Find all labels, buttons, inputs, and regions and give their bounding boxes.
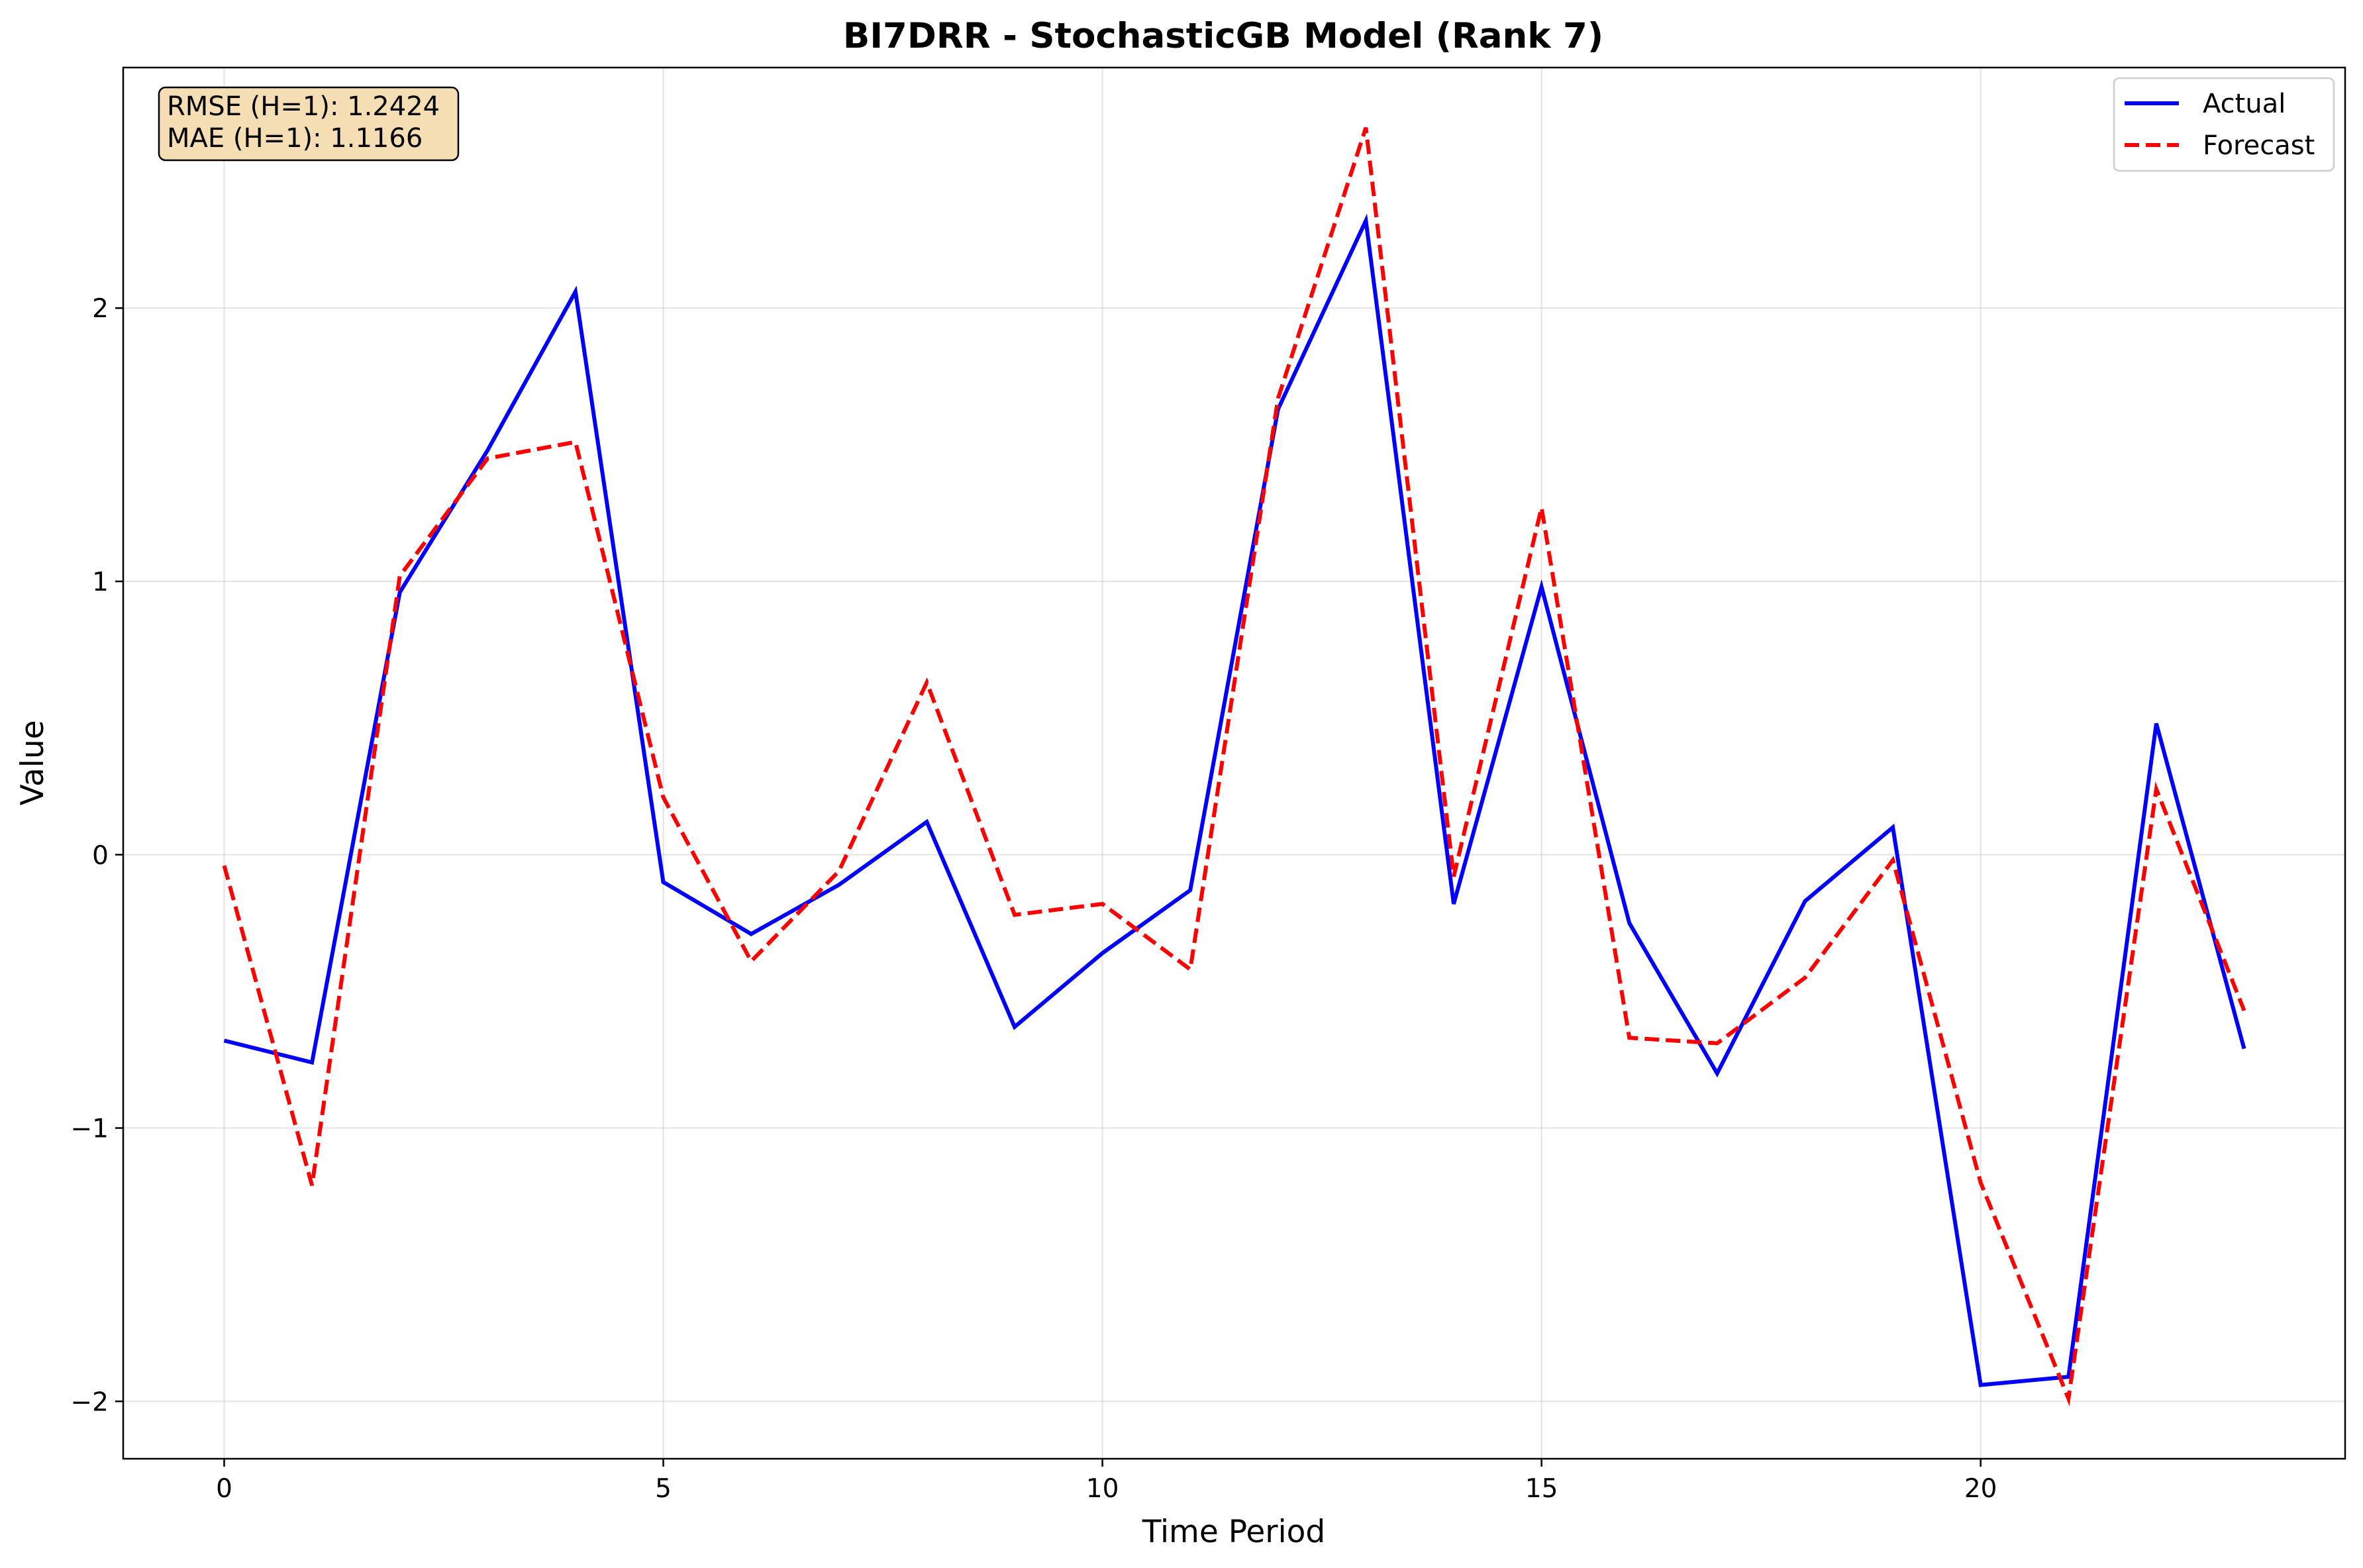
- x-axis-label: Time Period: [1142, 1514, 1326, 1550]
- plot-area-frame: [122, 66, 2346, 1460]
- legend-actual-label: Actual: [2203, 89, 2286, 119]
- x-tick-label: 10: [1086, 1474, 1119, 1504]
- y-tick-label: −2: [71, 1387, 109, 1417]
- series-forecast-line: [222, 126, 2246, 1406]
- y-tick-label: 1: [92, 567, 109, 597]
- rmse-text: RMSE (H=1): 1.2424: [167, 91, 440, 122]
- metrics-annotation: RMSE (H=1): 1.2424 MAE (H=1): 1.1166: [158, 86, 460, 162]
- legend-forecast-label: Forecast: [2203, 130, 2315, 161]
- grid: [123, 68, 2345, 1459]
- y-axis-label: Value: [15, 720, 51, 805]
- legend: Actual Forecast: [2113, 77, 2335, 172]
- chart-title: BI7DRR - StochasticGB Model (Rank 7): [843, 16, 1603, 56]
- axis-ticks: 0 5 10 15 20 −2 −1 0 1 2: [71, 294, 1997, 1504]
- y-tick-label: −1: [71, 1114, 109, 1144]
- y-tick-label: 2: [92, 294, 109, 324]
- x-tick-label: 15: [1525, 1474, 1558, 1504]
- mae-text: MAE (H=1): 1.1166: [167, 123, 423, 154]
- x-tick-label: 0: [216, 1474, 232, 1504]
- metrics-box: [158, 86, 460, 162]
- y-tick-label: 0: [92, 841, 109, 871]
- series-layer: [222, 126, 2246, 1406]
- x-tick-label: 5: [655, 1474, 672, 1504]
- x-tick-label: 20: [1964, 1474, 1997, 1504]
